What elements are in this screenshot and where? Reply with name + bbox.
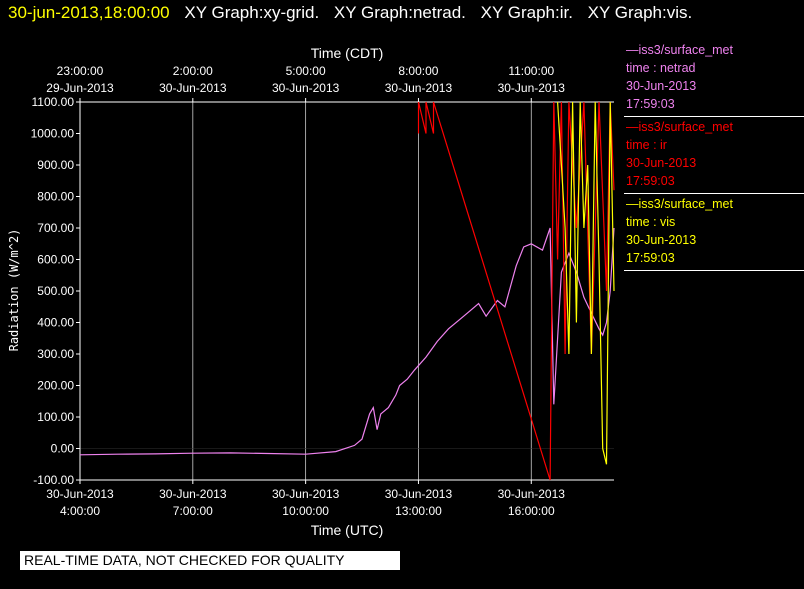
y-tick-label: 700.00 (37, 221, 74, 235)
legend-entry-vis: —iss3/surface_met time : vis 30-Jun-2013… (624, 194, 804, 271)
x-tick-label-top-time: 5:00:00 (286, 64, 326, 78)
series-lines (79, 101, 615, 481)
x-tick-label-bottom-date: 30-Jun-2013 (46, 487, 114, 501)
y-tick-label: 400.00 (37, 316, 74, 330)
y-tick-label: 100.00 (37, 410, 74, 424)
legend-date: 30-Jun-2013 (626, 79, 697, 93)
x-tick-label-bottom-date: 30-Jun-2013 (272, 487, 340, 501)
x-tick-label-bottom-date: 30-Jun-2013 (159, 487, 227, 501)
x-tick-label-top-date: 30-Jun-2013 (385, 81, 453, 95)
x-tick-label-bottom-date: 30-Jun-2013 (385, 487, 453, 501)
bottom-x-axis-label: Time (UTC) (311, 522, 384, 538)
top-x-axis-label: Time (CDT) (311, 45, 384, 61)
legend-date: 30-Jun-2013 (626, 233, 697, 247)
x-tick-label-top-time: 11:00:00 (508, 64, 554, 78)
graph-title-netrad: XY Graph:netrad. (333, 3, 466, 22)
x-tick-label-top-time: 8:00:00 (398, 64, 438, 78)
graph-title-ir: XY Graph:ir. (480, 3, 573, 22)
grid-lines (80, 102, 614, 480)
legend-source: —iss3/surface_met (626, 120, 733, 134)
y-tick-label: 300.00 (37, 347, 74, 361)
legend: —iss3/surface_met time : netrad 30-Jun-2… (624, 40, 804, 271)
x-tick-label-top-time: 23:00:00 (57, 64, 104, 78)
y-tick-label: 0.00 (51, 442, 75, 456)
legend-field: time : vis (626, 215, 676, 229)
axis-labels: -100.00 0.00 100.00 200.00 300.00 400.00 500.0… (31, 64, 566, 518)
y-tick-label: 1100.00 (32, 95, 75, 109)
y-tick-label: -100.00 (33, 473, 74, 487)
x-tick-label-bottom-date: 30-Jun-2013 (498, 487, 566, 501)
y-tick-label: 500.00 (37, 284, 74, 298)
x-tick-label-top-date: 29-Jun-2013 (46, 81, 114, 95)
y-tick-label: 1000.00 (31, 127, 75, 141)
quality-warning-banner: REAL-TIME DATA, NOT CHECKED FOR QUALITY (20, 551, 400, 570)
y-axis-label: Radiation (W/m^2) (7, 229, 21, 352)
legend-time: 17:59:03 (626, 251, 675, 265)
x-tick-label-bottom-time: 7:00:00 (173, 504, 213, 518)
x-tick-label-top-date: 30-Jun-2013 (498, 81, 566, 95)
graph-title-xy-grid: XY Graph:xy-grid. (184, 3, 320, 22)
legend-source: —iss3/surface_met (626, 197, 733, 211)
x-tick-label-top-date: 30-Jun-2013 (159, 81, 227, 95)
graph-title-vis: XY Graph:vis. (587, 3, 693, 22)
y-tick-label: 800.00 (37, 190, 74, 204)
axes (76, 98, 614, 484)
series-line-ir (417, 101, 615, 481)
legend-field: time : netrad (626, 61, 696, 75)
x-tick-label-top-date: 30-Jun-2013 (272, 81, 340, 95)
title-bar: 30-jun-2013,18:00:00 XY Graph:xy-grid. X… (8, 3, 702, 23)
series-line-vis (557, 101, 615, 465)
legend-time: 17:59:03 (626, 97, 675, 111)
legend-field: time : ir (626, 138, 667, 152)
timestamp-label: 30-jun-2013,18:00:00 (8, 3, 170, 22)
series-line-netrad (79, 227, 615, 456)
legend-entry-ir: —iss3/surface_met time : ir 30-Jun-2013 … (624, 117, 804, 194)
x-tick-label-top-time: 2:00:00 (173, 64, 213, 78)
x-tick-label-bottom-time: 4:00:00 (60, 504, 100, 518)
x-tick-label-bottom-time: 13:00:00 (395, 504, 442, 518)
x-tick-label-bottom-time: 16:00:00 (508, 504, 555, 518)
x-tick-label-bottom-time: 10:00:00 (282, 504, 329, 518)
y-tick-label: 200.00 (37, 379, 74, 393)
y-tick-label: 900.00 (37, 158, 74, 172)
y-tick-label: 600.00 (37, 253, 74, 267)
legend-entry-netrad: —iss3/surface_met time : netrad 30-Jun-2… (624, 40, 804, 117)
legend-source: —iss3/surface_met (626, 43, 733, 57)
legend-time: 17:59:03 (626, 174, 675, 188)
legend-date: 30-Jun-2013 (626, 156, 697, 170)
